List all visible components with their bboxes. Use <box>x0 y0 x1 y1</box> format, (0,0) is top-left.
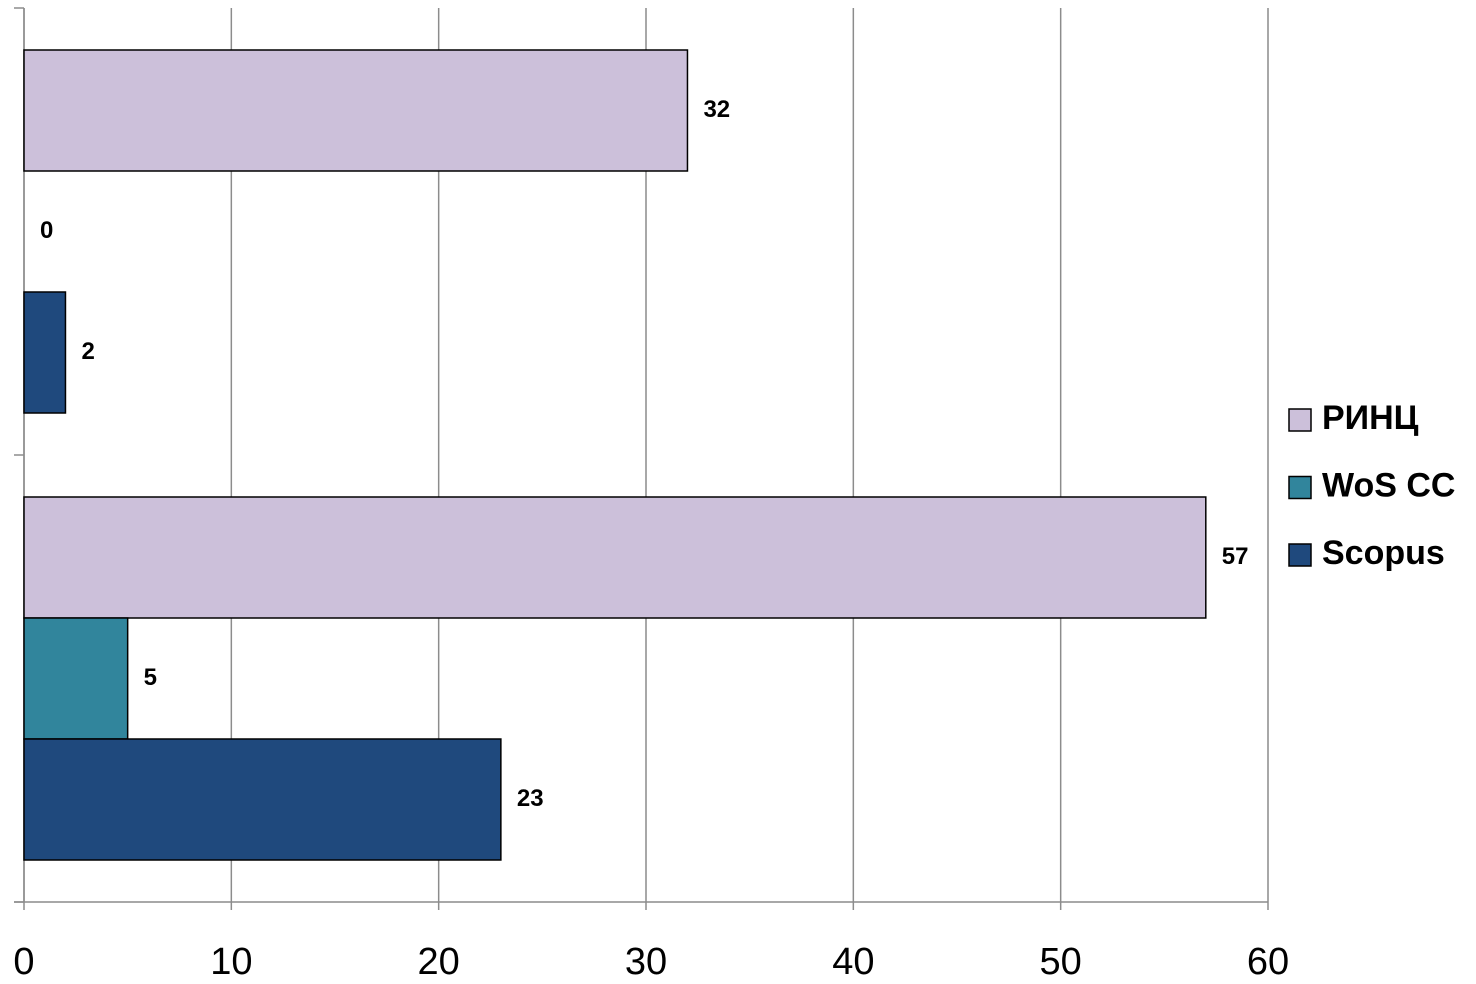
bar <box>23 617 129 740</box>
x-tick-label: 0 <box>13 941 34 983</box>
data-label: 23 <box>517 785 544 812</box>
legend-label: РИНЦ <box>1322 399 1419 437</box>
x-tick-label: 40 <box>832 941 874 983</box>
x-tick-label: 20 <box>418 941 460 983</box>
bar <box>23 291 67 414</box>
bar <box>23 738 502 861</box>
x-tick-label: 60 <box>1247 941 1289 983</box>
bar <box>23 496 1207 619</box>
legend-label: WoS CC <box>1322 466 1455 504</box>
legend-swatch <box>1288 408 1312 432</box>
legend-label: Scopus <box>1322 534 1445 572</box>
legend-swatch <box>1288 543 1312 567</box>
data-label: 2 <box>81 338 94 365</box>
data-label: 5 <box>144 664 157 691</box>
data-label: 0 <box>40 217 53 244</box>
legend-swatch <box>1288 475 1312 500</box>
x-tick-label: 50 <box>1040 941 1082 983</box>
x-tick-label: 30 <box>625 941 667 983</box>
bar <box>23 49 689 172</box>
data-label: 57 <box>1222 543 1249 570</box>
data-label: 32 <box>703 96 730 123</box>
x-tick-label: 10 <box>210 941 252 983</box>
